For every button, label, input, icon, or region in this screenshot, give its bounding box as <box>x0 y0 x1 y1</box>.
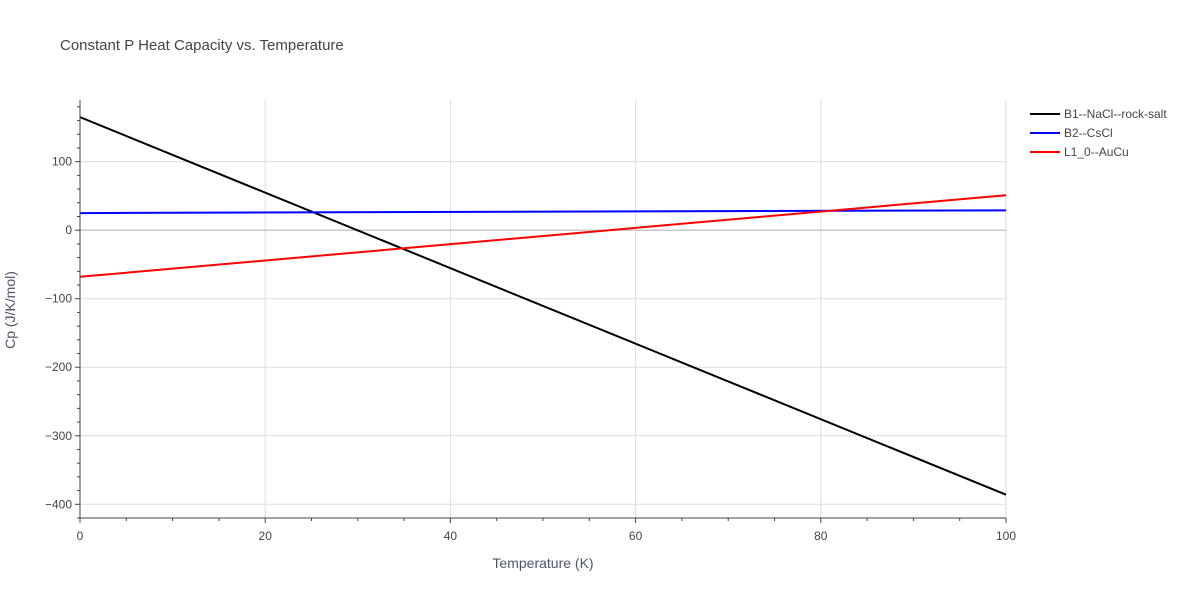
x-tick-label: 20 <box>259 529 273 543</box>
grid-layer <box>80 100 1007 518</box>
y-tick-label: −200 <box>45 360 72 374</box>
y-tick-label: 100 <box>52 155 72 169</box>
legend-item[interactable]: B1--NaCl--rock-salt <box>1030 107 1167 121</box>
series-line-2 <box>79 194 1007 278</box>
x-tick-label: 60 <box>629 529 643 543</box>
x-tick-label: 0 <box>77 529 84 543</box>
x-tick-label: 40 <box>444 529 458 543</box>
tick-label-layer: 0 20 40 60 80 100 100 0 −100 −200 −300 −400 <box>45 155 1016 543</box>
legend-item[interactable]: L1_0--AuCu <box>1030 145 1129 159</box>
y-tick-label: −300 <box>45 429 72 443</box>
legend[interactable]: B1--NaCl--rock-salt B2--CsCl L1_0--AuCu <box>1030 107 1167 159</box>
series-layer <box>79 116 1007 496</box>
legend-label: B2--CsCl <box>1064 126 1113 140</box>
series-line-0 <box>79 116 1007 496</box>
legend-label: L1_0--AuCu <box>1064 145 1129 159</box>
x-axis-title: Temperature (K) <box>492 555 593 571</box>
legend-label: B1--NaCl--rock-salt <box>1064 107 1167 121</box>
y-tick-label: −400 <box>45 497 72 511</box>
y-tick-label: 0 <box>65 223 72 237</box>
legend-item[interactable]: B2--CsCl <box>1030 126 1113 140</box>
x-tick-label: 80 <box>814 529 828 543</box>
series-line-1 <box>79 209 1007 215</box>
y-axis-title: Cp (J/K/mol) <box>2 271 18 349</box>
chart-title: Constant P Heat Capacity vs. Temperature <box>60 37 344 54</box>
axis-layer <box>75 100 1007 523</box>
y-tick-label: −100 <box>45 292 72 306</box>
x-tick-label: 100 <box>996 529 1016 543</box>
